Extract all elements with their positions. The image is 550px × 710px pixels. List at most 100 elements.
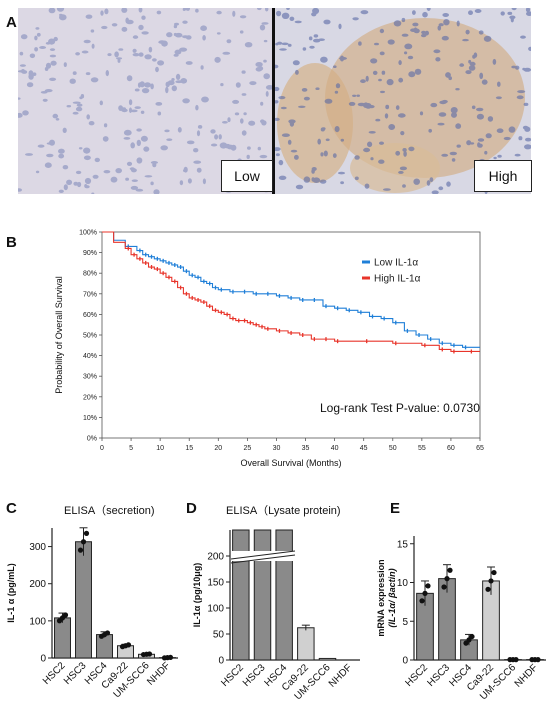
cell-nucleus <box>173 24 178 29</box>
cell-nucleus <box>323 19 331 25</box>
cell-nucleus <box>59 13 63 17</box>
cell-nucleus <box>150 83 154 90</box>
cell-nucleus <box>175 80 183 84</box>
cell-nucleus <box>518 136 523 141</box>
cell-nucleus <box>200 65 204 70</box>
cell-nucleus <box>259 154 268 159</box>
cell-nucleus <box>227 144 234 150</box>
cell-nucleus <box>412 22 419 27</box>
cell-nucleus <box>456 144 461 148</box>
cell-nucleus <box>379 28 385 34</box>
cell-nucleus <box>131 179 138 182</box>
cell-nucleus <box>278 96 286 100</box>
data-point <box>485 586 491 592</box>
cell-nucleus <box>121 8 128 13</box>
cell-nucleus <box>320 152 324 157</box>
cell-nucleus <box>130 185 139 190</box>
cell-nucleus <box>338 171 345 175</box>
km-xtick-label: 55 <box>418 445 426 452</box>
cell-nucleus <box>261 22 269 25</box>
cell-nucleus <box>173 32 177 37</box>
cell-nucleus <box>281 42 289 46</box>
cell-nucleus <box>123 129 132 136</box>
cell-nucleus <box>478 30 484 35</box>
cell-nucleus <box>26 82 34 88</box>
y-label: IL-1 α (pg/mL) <box>6 563 16 623</box>
cell-nucleus <box>398 60 402 66</box>
data-point <box>125 642 132 648</box>
cell-nucleus <box>18 112 23 118</box>
km-ytick-label: 40% <box>83 353 97 360</box>
cell-nucleus <box>21 69 25 74</box>
cell-nucleus <box>19 51 24 56</box>
cell-nucleus <box>335 83 341 89</box>
km-xtick-label: 25 <box>243 445 251 452</box>
cell-nucleus <box>85 14 93 19</box>
cell-nucleus <box>210 143 218 147</box>
km-xtick-label: 60 <box>447 445 455 452</box>
cell-nucleus <box>75 52 80 56</box>
cell-nucleus <box>156 10 162 15</box>
cell-nucleus <box>340 138 344 142</box>
cell-nucleus <box>455 123 462 129</box>
km-ytick-label: 10% <box>83 415 97 422</box>
cell-nucleus <box>526 11 531 16</box>
cell-nucleus <box>522 67 526 71</box>
km-ytick-label: 50% <box>83 333 97 340</box>
cell-nucleus <box>148 46 153 53</box>
cell-nucleus <box>442 13 449 17</box>
cell-nucleus <box>275 100 279 104</box>
cell-nucleus <box>174 49 182 55</box>
cell-nucleus <box>138 52 144 57</box>
cell-nucleus <box>48 8 56 14</box>
cell-nucleus <box>255 67 263 72</box>
cell-nucleus <box>365 75 369 82</box>
high-tag: High <box>474 160 532 192</box>
cell-nucleus <box>46 153 54 158</box>
cell-nucleus <box>424 30 429 36</box>
cell-nucleus <box>75 106 83 112</box>
cell-nucleus <box>438 23 444 27</box>
cell-nucleus <box>508 126 516 133</box>
cell-nucleus <box>195 8 199 13</box>
cell-nucleus <box>218 134 222 140</box>
cell-nucleus <box>441 35 449 41</box>
cell-nucleus <box>115 168 122 174</box>
cell-nucleus <box>134 88 140 92</box>
cell-nucleus <box>497 154 502 158</box>
cell-nucleus <box>103 123 108 128</box>
cell-nucleus <box>481 79 488 85</box>
km-xtick-label: 20 <box>214 445 222 452</box>
cell-nucleus <box>125 17 129 24</box>
cell-nucleus <box>421 33 427 38</box>
cell-nucleus <box>195 104 199 111</box>
chart-title: ELISA（Lysate protein) <box>226 504 341 517</box>
cell-nucleus <box>428 128 432 133</box>
cell-nucleus <box>58 153 65 159</box>
data-point <box>488 578 494 584</box>
cell-nucleus <box>222 51 231 55</box>
category-label: NHDF <box>145 660 172 687</box>
cell-nucleus <box>378 159 385 164</box>
cell-nucleus <box>334 126 340 133</box>
cell-nucleus <box>358 41 362 46</box>
cell-nucleus <box>370 58 378 64</box>
cell-nucleus <box>179 180 184 186</box>
cell-nucleus <box>308 36 313 41</box>
low-tag: Low <box>221 160 273 192</box>
cell-nucleus <box>465 70 472 75</box>
km-ytick-label: 100% <box>79 230 97 237</box>
cell-nucleus <box>201 96 209 103</box>
cell-nucleus <box>294 154 299 160</box>
cell-nucleus <box>220 83 224 87</box>
cell-nucleus <box>451 112 457 118</box>
cell-nucleus <box>118 105 123 111</box>
cell-nucleus <box>103 170 111 174</box>
cell-nucleus <box>492 58 497 65</box>
cell-nucleus <box>125 177 129 181</box>
cell-nucleus <box>393 20 402 27</box>
cell-nucleus <box>129 167 135 171</box>
cell-nucleus <box>363 147 371 153</box>
cell-nucleus <box>477 138 485 142</box>
cell-nucleus <box>276 41 283 45</box>
